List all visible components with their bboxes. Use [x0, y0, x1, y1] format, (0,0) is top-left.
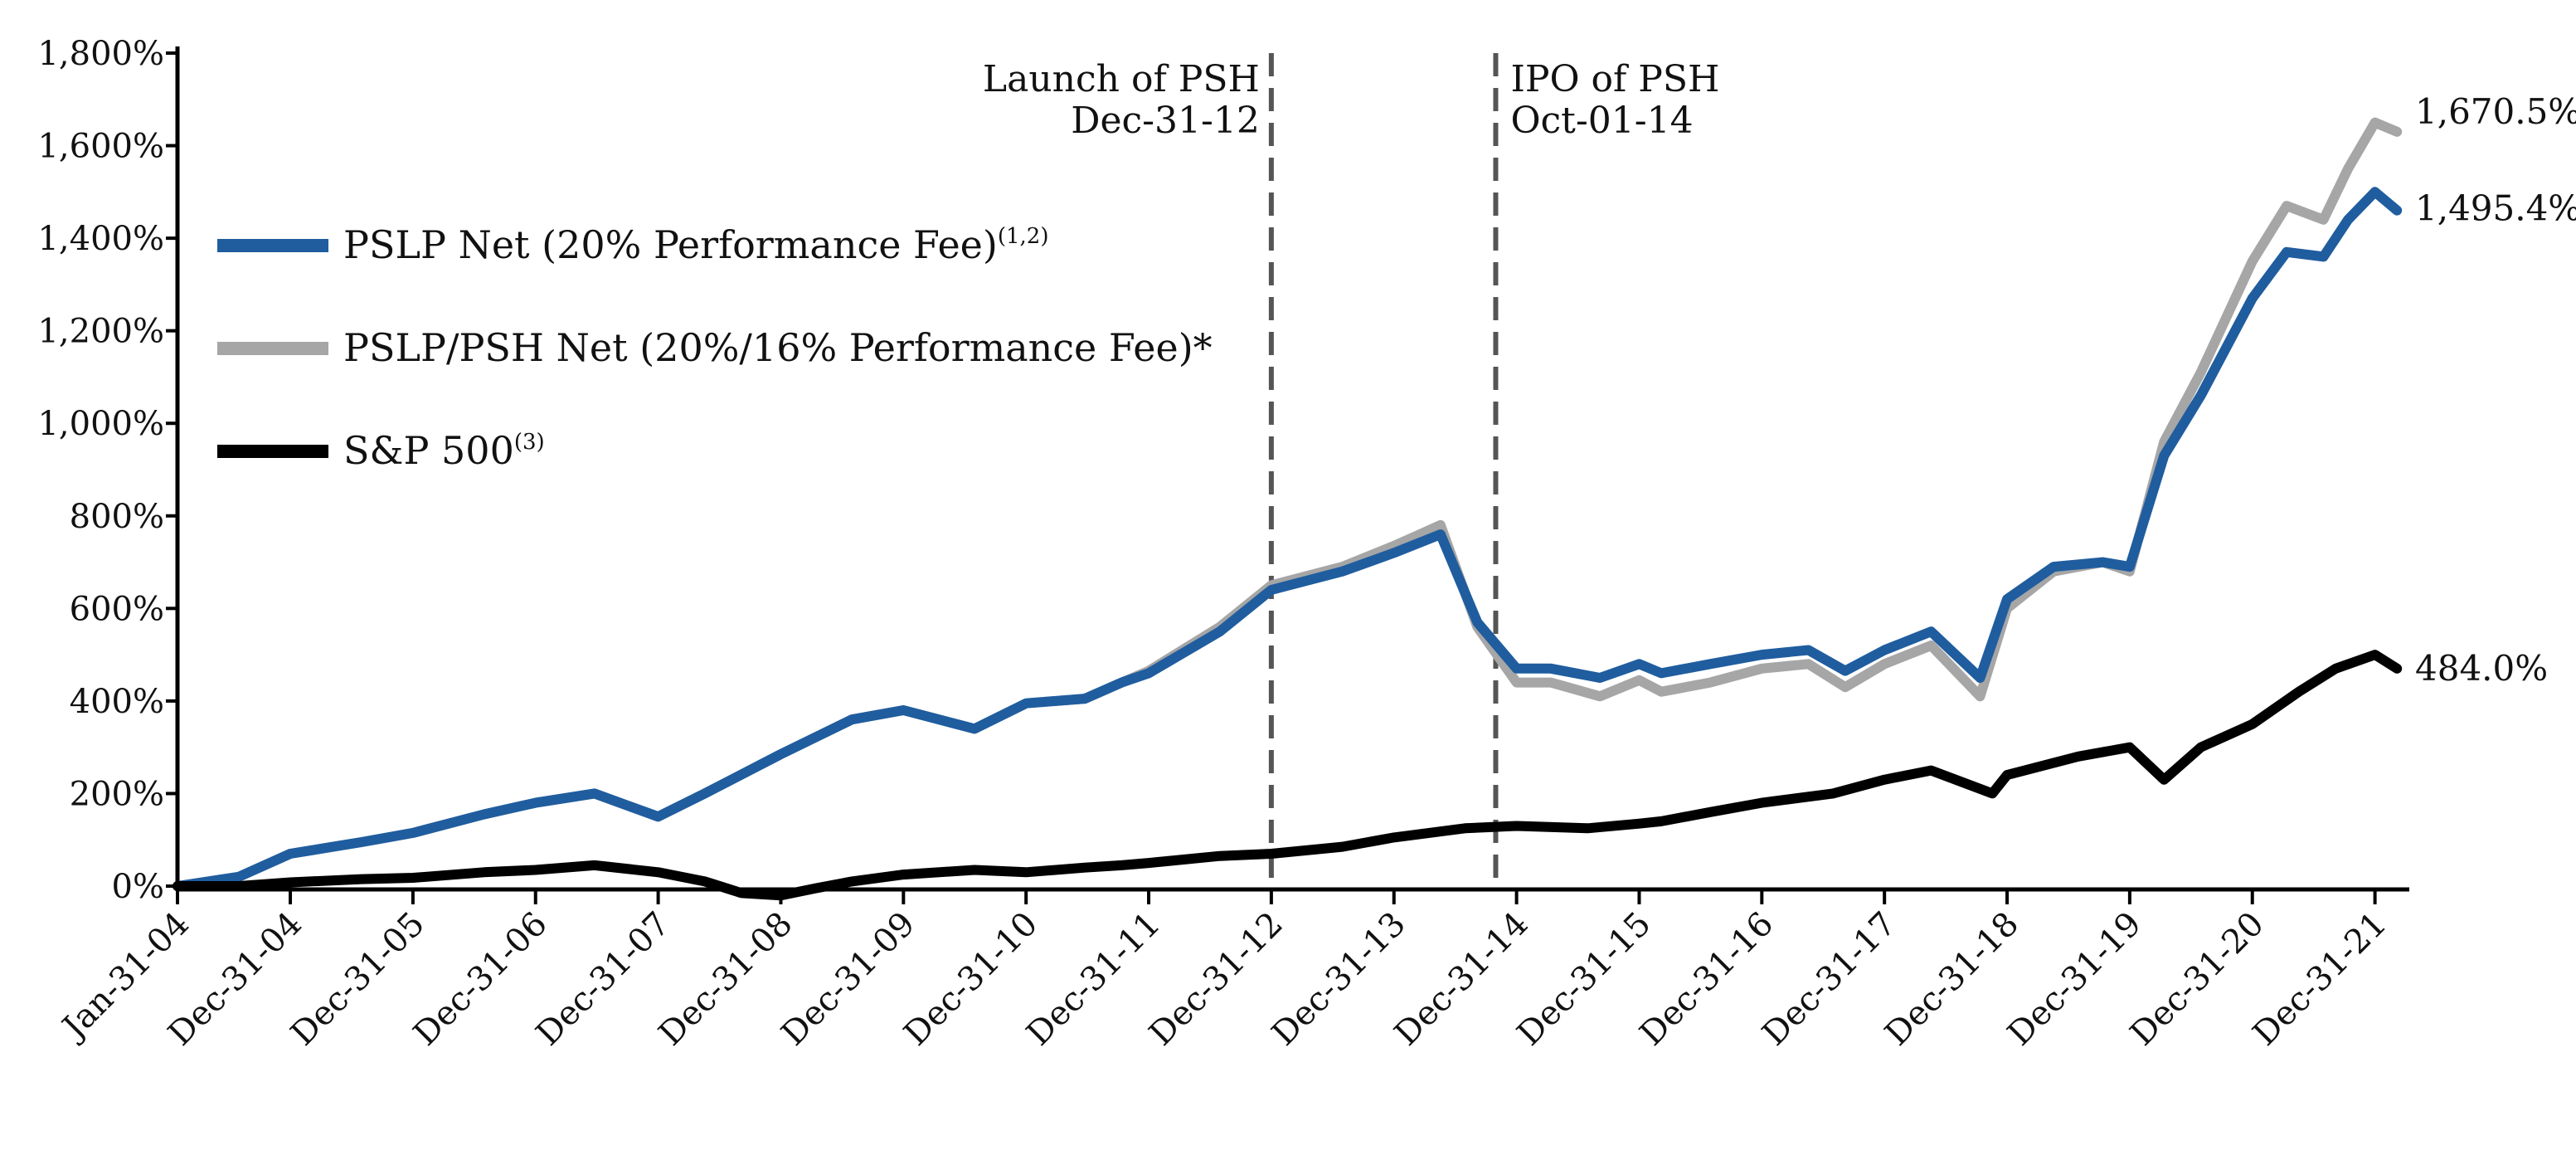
annotation-date-2: Oct-01-14	[1510, 100, 1693, 142]
x-tick-label: Dec-31-14	[1388, 905, 1536, 1054]
axes	[175, 46, 2409, 892]
annotation-title-2: IPO of PSH	[1510, 58, 1719, 100]
series-lines	[173, 117, 2403, 901]
y-tick-label: 1,000%	[37, 405, 164, 443]
y-tick-label: 200%	[70, 775, 164, 813]
y-tick-label: 1,400%	[37, 220, 164, 258]
y-tick-label: 1,800%	[37, 35, 164, 73]
legend-footnote-1: (1,2)	[998, 224, 1049, 249]
x-tick-label: Dec-31-17	[1755, 905, 1903, 1054]
series-line-3	[173, 650, 2403, 901]
y-tick-label: 0%	[112, 868, 164, 906]
x-tick-label: Dec-31-12	[1142, 905, 1290, 1054]
x-tick-label: Dec-31-07	[529, 905, 678, 1054]
end-labels: 1,670.5% 1,495.4% 484.0%	[2415, 91, 2576, 689]
x-tick-label: Dec-31-11	[1019, 905, 1168, 1054]
x-tick-label: Dec-31-19	[2000, 905, 2149, 1054]
tick-labels: 0% 200% 400% 600% 800% 1,000% 1,200% 1,400% 1,60…	[37, 35, 2394, 1053]
x-tick-label: Dec-31-06	[406, 905, 555, 1054]
y-tick-label: 400%	[70, 683, 164, 721]
y-tick-label: 600%	[70, 590, 164, 628]
x-tick-label: Dec-31-13	[1265, 905, 1413, 1054]
end-label-2: 1,495.4%	[2415, 188, 2576, 229]
x-tick-label: Dec-31-21	[2246, 905, 2394, 1054]
x-tick-label: Dec-31-05	[284, 905, 432, 1054]
x-tick-label: Dec-31-18	[1878, 905, 2026, 1054]
annotation-title-1: Launch of PSH	[983, 58, 1260, 100]
x-tick-label: Dec-31-08	[652, 905, 800, 1054]
series-line-2	[173, 187, 2403, 891]
y-tick-label: 800%	[70, 498, 164, 536]
end-label-1: 1,670.5%	[2415, 91, 2576, 132]
x-tick-label: Dec-31-16	[1632, 905, 1781, 1054]
end-label-3: 484.0%	[2415, 648, 2548, 689]
y-tick-label: 1,200%	[37, 313, 164, 351]
y-tick-label: 1,600%	[37, 128, 164, 166]
legend-label-1: PSLP Net (20% Performance Fee)(1,2)	[343, 222, 1049, 267]
legend-label-3: S&P 500(3)	[343, 428, 545, 473]
x-tick-label: Dec-31-10	[897, 905, 1045, 1054]
x-tick-label: Dec-31-09	[774, 905, 922, 1054]
x-tick-label: Dec-31-20	[2123, 905, 2272, 1054]
annotation-date-1: Dec-31-12	[1071, 100, 1260, 142]
x-tick-label: Dec-31-15	[1510, 905, 1659, 1054]
legend: PSLP Net (20% Performance Fee)(1,2) PSLP/…	[217, 222, 1213, 473]
legend-footnote-3: (3)	[514, 430, 545, 455]
legend-label-2: PSLP/PSH Net (20%/16% Performance Fee)*	[343, 325, 1213, 370]
